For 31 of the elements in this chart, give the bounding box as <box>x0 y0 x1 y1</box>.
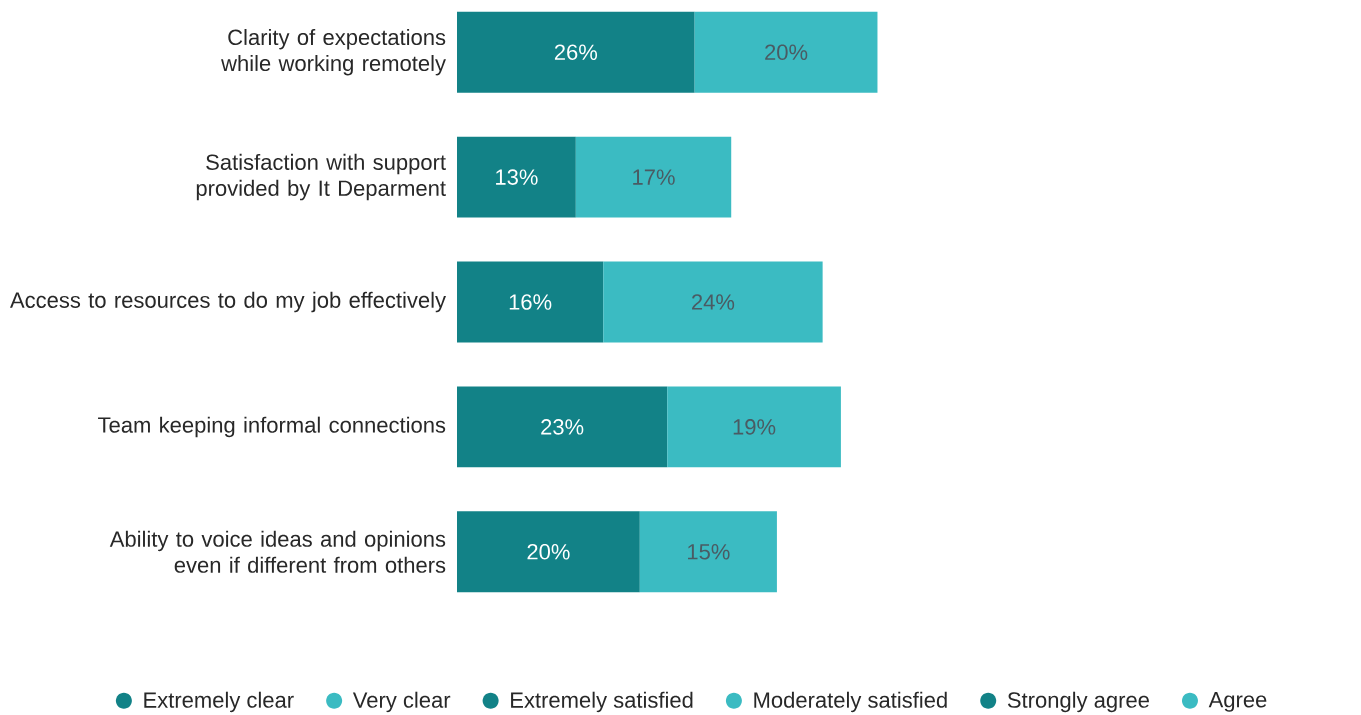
legend-label: Extremely clear <box>144 691 294 713</box>
bar <box>603 261 823 343</box>
data-label: 23% <box>541 419 584 435</box>
data-label: 19% <box>733 419 776 435</box>
bar <box>457 11 695 93</box>
y-tick-label: Ability to voice ideas and opinions even if different from others <box>109 530 446 573</box>
y-tick-label: Satisfaction with support provided by It Deparment <box>196 153 446 201</box>
data-label: 17% <box>633 169 675 185</box>
legend-label: Very clear <box>352 691 451 713</box>
legend-label: Agree <box>1208 692 1267 712</box>
data-label: 26% <box>554 44 598 60</box>
legend-label: Moderately satisfied <box>754 691 947 713</box>
data-label: 20% <box>527 544 570 560</box>
data-label: 15% <box>688 544 730 560</box>
bar <box>694 11 878 93</box>
bar <box>457 261 604 343</box>
bar <box>639 511 777 593</box>
y-tick-label: Access to resources to do my job effectively <box>10 291 446 313</box>
bar <box>457 136 576 218</box>
y-tick-label: Clarity of expectations while working remotely <box>221 28 446 76</box>
bar <box>575 136 732 218</box>
legend-label: Extremely satisfied <box>511 691 693 713</box>
y-tick-label: Team keeping informal connections <box>98 416 446 438</box>
data-label: 16% <box>509 294 552 310</box>
bar <box>457 386 668 468</box>
bar <box>667 386 841 468</box>
bar <box>457 511 640 593</box>
data-label: 20% <box>765 44 808 60</box>
data-label: 24% <box>692 294 735 310</box>
data-label: 13% <box>496 169 538 185</box>
legend-label: Strongly agree <box>1007 691 1149 713</box>
